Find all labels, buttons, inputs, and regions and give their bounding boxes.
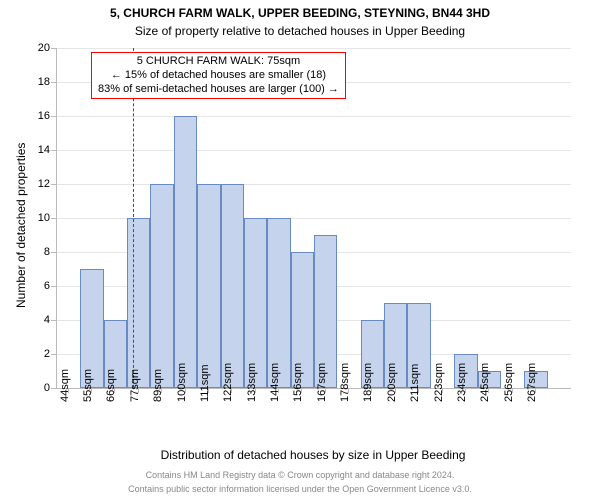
y-tick-label: 6 xyxy=(44,280,50,292)
annotation-line: ← 15% of detached houses are smaller (18… xyxy=(98,69,339,83)
y-tick-label: 0 xyxy=(44,382,50,394)
y-tick-label: 12 xyxy=(38,178,50,190)
bar xyxy=(127,218,150,388)
y-tick-label: 18 xyxy=(38,76,50,88)
y-tick-label: 16 xyxy=(38,110,50,122)
annotation-line: 5 CHURCH FARM WALK: 75sqm xyxy=(98,55,339,69)
x-axis-label: Distribution of detached houses by size … xyxy=(56,448,570,462)
y-tick-label: 20 xyxy=(38,42,50,54)
bar xyxy=(174,116,197,388)
y-tick-label: 2 xyxy=(44,348,50,360)
y-tick-label: 4 xyxy=(44,314,50,326)
bar xyxy=(150,184,173,388)
y-tick-label: 14 xyxy=(38,144,50,156)
footer-line2: Contains public sector information licen… xyxy=(0,484,600,494)
annotation-line: 83% of semi-detached houses are larger (… xyxy=(98,83,339,97)
y-tick-label: 10 xyxy=(38,212,50,224)
chart-title-line2: Size of property relative to detached ho… xyxy=(0,24,600,38)
chart-title-line1: 5, CHURCH FARM WALK, UPPER BEEDING, STEY… xyxy=(0,6,600,20)
annotation-box: 5 CHURCH FARM WALK: 75sqm← 15% of detach… xyxy=(91,52,346,99)
chart-container: 5, CHURCH FARM WALK, UPPER BEEDING, STEY… xyxy=(0,0,600,500)
plot-area: 5 CHURCH FARM WALK: 75sqm← 15% of detach… xyxy=(56,48,571,389)
footer-line1: Contains HM Land Registry data © Crown c… xyxy=(0,470,600,480)
bar xyxy=(221,184,244,388)
bar xyxy=(197,184,220,388)
y-axis-label: Number of detached properties xyxy=(14,143,28,308)
y-tick-label: 8 xyxy=(44,246,50,258)
